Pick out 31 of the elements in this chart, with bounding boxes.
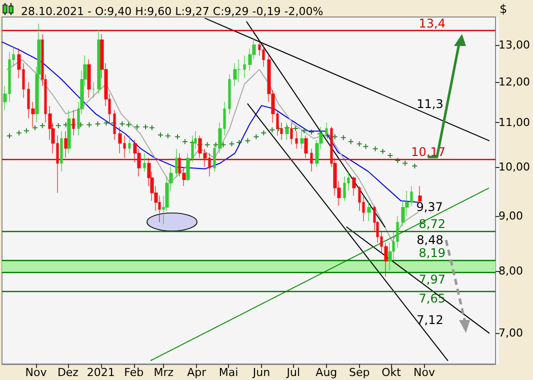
chart-title: 28.10.2021 - O:9,40 H:9,60 L:9,27 C:9,29 -0,19 -2,00% xyxy=(21,5,324,18)
y-tick-label: 11,00 xyxy=(498,116,530,130)
x-tick-label: Mai xyxy=(218,366,238,379)
annotation: 7,12 xyxy=(416,313,444,327)
x-tick-label: Okt xyxy=(382,366,402,379)
x-tick-label: Jun xyxy=(252,366,270,379)
ref-line-label: 8,19 xyxy=(418,246,446,260)
y-tick-label: 9,00 xyxy=(498,210,524,223)
x-tick-label: Apr xyxy=(187,366,207,379)
ref-line-label: 7,65 xyxy=(418,292,446,306)
x-tick-label: 2021 xyxy=(86,366,115,379)
x-tick-label: Sep xyxy=(349,366,370,379)
y-tick-label: 12,00 xyxy=(498,76,530,89)
annotation: 11,3 xyxy=(416,97,444,111)
y-axis-title: $ xyxy=(500,2,508,16)
y-tick-label: 7,00 xyxy=(498,326,524,340)
ref-line-label: 8,72 xyxy=(418,216,446,231)
x-tick-label: Nov xyxy=(25,366,48,379)
ref-line-label: 13,4 xyxy=(418,16,446,31)
y-tick-label: 10,00 xyxy=(498,160,530,174)
x-tick-label: Mrz xyxy=(154,366,174,379)
annotation: 8,48 xyxy=(416,233,444,247)
x-tick-label: Dez xyxy=(57,366,79,379)
ref-line-label: 7,97 xyxy=(418,272,446,287)
annotation: 9,37 xyxy=(416,200,443,214)
y-tick-label: 8,00 xyxy=(498,264,524,278)
x-tick-label: Nov xyxy=(414,366,436,379)
x-tick-label: Aug xyxy=(316,366,338,379)
x-tick-label: Feb xyxy=(124,366,144,379)
y-tick-label: 13,00 xyxy=(498,38,530,52)
x-tick-label: Jul xyxy=(286,366,300,379)
